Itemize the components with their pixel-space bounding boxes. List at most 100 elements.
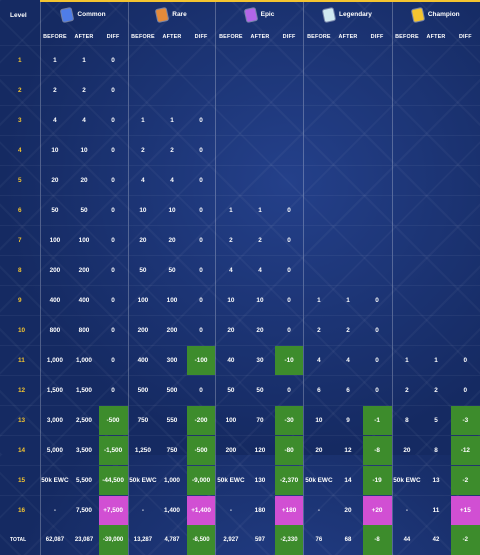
before-cell: 200 xyxy=(40,256,69,286)
after-cell xyxy=(245,136,274,166)
sub-header-after: AFTER xyxy=(333,29,362,46)
before-cell: 50 xyxy=(216,376,245,406)
after-cell: 23,087 xyxy=(69,525,98,555)
after-cell: 5,500 xyxy=(69,466,98,496)
legendary-card-icon xyxy=(323,8,335,22)
before-cell xyxy=(304,196,333,226)
rarity-header-content: Epic xyxy=(246,9,275,21)
diff-cell xyxy=(187,46,216,76)
diff-cell: 0 xyxy=(99,376,128,406)
after-cell: 550 xyxy=(157,406,186,436)
after-cell xyxy=(245,166,274,196)
before-cell: 13,287 xyxy=(128,525,157,555)
before-cell: 400 xyxy=(40,286,69,316)
after-cell xyxy=(333,106,362,136)
before-cell: 50k EWC xyxy=(216,466,245,496)
rare-card-icon xyxy=(156,8,168,22)
before-cell: 200 xyxy=(128,316,157,346)
diff-cell: +1,400 xyxy=(187,496,216,526)
level-cell: 14 xyxy=(0,436,40,466)
after-cell xyxy=(157,76,186,106)
diff-cell xyxy=(275,46,304,76)
before-cell xyxy=(216,46,245,76)
diff-cell: -1 xyxy=(363,406,392,436)
before-cell xyxy=(392,226,421,256)
sub-header-after: AFTER xyxy=(157,29,186,46)
after-cell xyxy=(421,256,450,286)
diff-cell: -200 xyxy=(187,406,216,436)
after-cell: 4 xyxy=(333,346,362,376)
diff-cell: 0 xyxy=(99,316,128,346)
after-cell: 9 xyxy=(333,406,362,436)
before-cell: 1,250 xyxy=(128,436,157,466)
after-cell xyxy=(333,136,362,166)
before-cell xyxy=(304,46,333,76)
diff-cell: -2,330 xyxy=(275,525,304,555)
before-cell: 44 xyxy=(392,525,421,555)
diff-cell: 0 xyxy=(275,286,304,316)
diff-cell: -39,000 xyxy=(99,525,128,555)
before-cell: 10 xyxy=(304,406,333,436)
rarity-name: Epic xyxy=(261,11,275,18)
diff-cell xyxy=(187,76,216,106)
diff-cell: -19 xyxy=(363,466,392,496)
before-cell xyxy=(392,46,421,76)
after-cell: 1,400 xyxy=(157,496,186,526)
rarity-header-content: Common xyxy=(62,9,105,21)
before-cell: 2 xyxy=(304,316,333,346)
before-cell: - xyxy=(216,496,245,526)
after-cell: 20 xyxy=(245,316,274,346)
diff-cell xyxy=(363,136,392,166)
diff-cell: -8 xyxy=(363,436,392,466)
rarity-name: Common xyxy=(77,11,105,18)
after-cell: 2 xyxy=(69,76,98,106)
after-cell: 1 xyxy=(69,46,98,76)
before-cell xyxy=(392,166,421,196)
after-cell: 2 xyxy=(333,316,362,346)
after-cell: 200 xyxy=(69,256,98,286)
before-cell: 20 xyxy=(40,166,69,196)
after-cell: 2 xyxy=(245,226,274,256)
sub-header-diff: DIFF xyxy=(363,29,392,46)
diff-cell: 0 xyxy=(99,226,128,256)
level-cell: 12 xyxy=(0,376,40,406)
diff-cell: 0 xyxy=(187,256,216,286)
after-cell xyxy=(421,136,450,166)
before-cell xyxy=(216,136,245,166)
diff-cell xyxy=(363,106,392,136)
before-cell xyxy=(304,166,333,196)
diff-cell xyxy=(451,166,480,196)
diff-cell: 0 xyxy=(275,256,304,286)
before-cell: 2 xyxy=(40,76,69,106)
before-cell xyxy=(392,106,421,136)
after-cell: 4 xyxy=(245,256,274,286)
diff-cell: +180 xyxy=(275,496,304,526)
after-cell xyxy=(245,76,274,106)
after-cell xyxy=(333,226,362,256)
after-cell: 10 xyxy=(69,136,98,166)
diff-cell: 0 xyxy=(275,226,304,256)
after-cell: 120 xyxy=(245,436,274,466)
after-cell: 20 xyxy=(69,166,98,196)
before-cell: 62,087 xyxy=(40,525,69,555)
diff-cell: -44,500 xyxy=(99,466,128,496)
diff-cell xyxy=(451,196,480,226)
after-cell xyxy=(421,316,450,346)
before-cell xyxy=(128,76,157,106)
after-cell: 100 xyxy=(69,226,98,256)
before-cell: 4 xyxy=(304,346,333,376)
rarity-header-content: Champion xyxy=(413,9,460,21)
sub-header-before: BEFORE xyxy=(128,29,157,46)
before-cell: 10 xyxy=(216,286,245,316)
before-cell: 1,000 xyxy=(40,346,69,376)
sub-header-before: BEFORE xyxy=(392,29,421,46)
before-cell: - xyxy=(40,496,69,526)
diff-cell: 0 xyxy=(187,286,216,316)
